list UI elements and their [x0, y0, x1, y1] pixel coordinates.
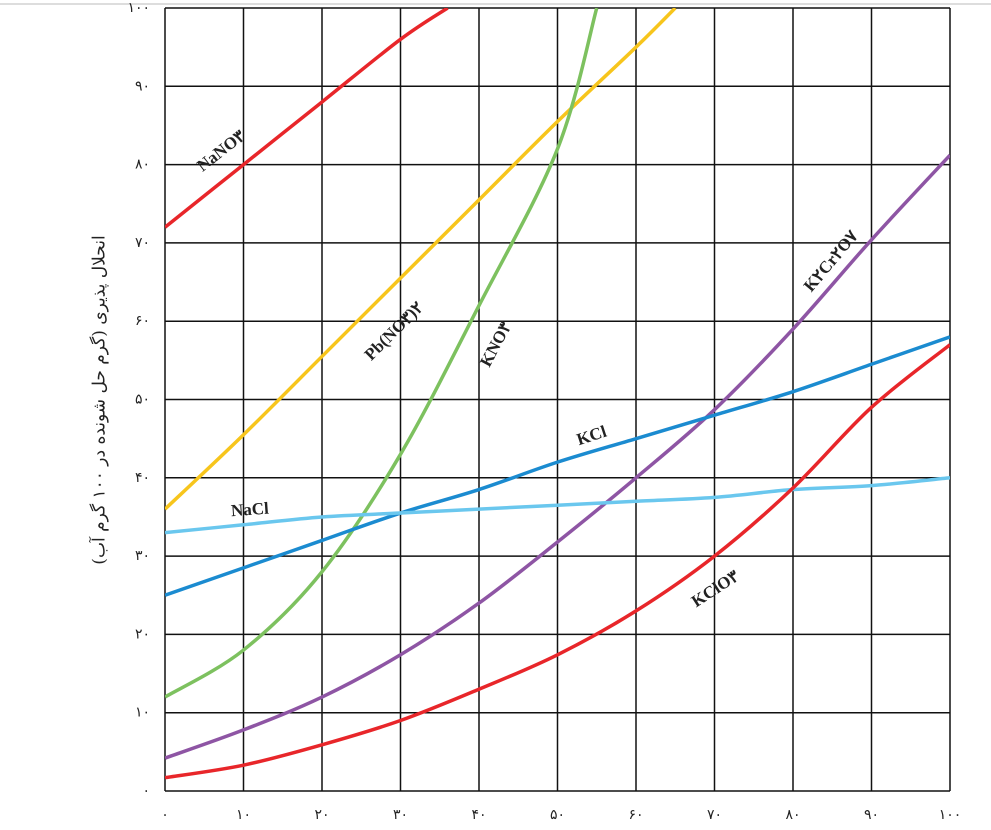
y-axis-label: انحلال پذیری (گرم حل شونده در ۱۰۰ گرم آب…	[88, 235, 110, 564]
line-series	[165, 335, 950, 597]
y-tick-label: ۱۰۰	[127, 0, 150, 16]
line-series	[165, 476, 950, 535]
series-label: NaCl	[230, 499, 269, 521]
x-tick-label: ۱۰	[236, 807, 251, 823]
line-series	[165, 154, 950, 760]
x-tick-label: ۸۰	[785, 807, 800, 823]
y-tick-label: ۱۰	[135, 705, 150, 721]
x-tick-label: ۶۰	[628, 807, 643, 823]
y-tick-label: ۹۰	[135, 78, 150, 94]
series-label: KCl	[574, 422, 609, 449]
line-series	[165, 8, 599, 699]
y-tick-label: ۵۰	[135, 392, 150, 408]
y-tick-label: ۲۰	[135, 626, 150, 642]
series-label: KNO۳	[476, 319, 515, 370]
x-tick-label: ۷۰	[707, 807, 722, 823]
x-tick-label: ۰	[161, 807, 169, 823]
x-tick-label: ۴۰	[471, 807, 486, 823]
x-tick-label: ۳۰	[393, 807, 408, 823]
x-tick-label: ۲۰	[314, 807, 329, 823]
line-series	[165, 343, 950, 780]
plot-area	[165, 8, 950, 780]
x-tick-label: ۱۰۰	[939, 807, 962, 823]
y-tick-label: ۳۰	[135, 548, 150, 564]
x-tick-label: ۹۰	[864, 807, 879, 823]
x-tick-label: ۵۰	[550, 807, 565, 823]
y-tick-label: ۸۰	[135, 157, 150, 173]
line-series	[165, 8, 449, 229]
line-series	[165, 8, 677, 511]
y-tick-label: ۰	[142, 783, 150, 799]
y-tick-label: ۷۰	[135, 235, 150, 251]
y-tick-label: ۶۰	[135, 313, 150, 329]
y-tick-label: ۴۰	[135, 470, 150, 486]
